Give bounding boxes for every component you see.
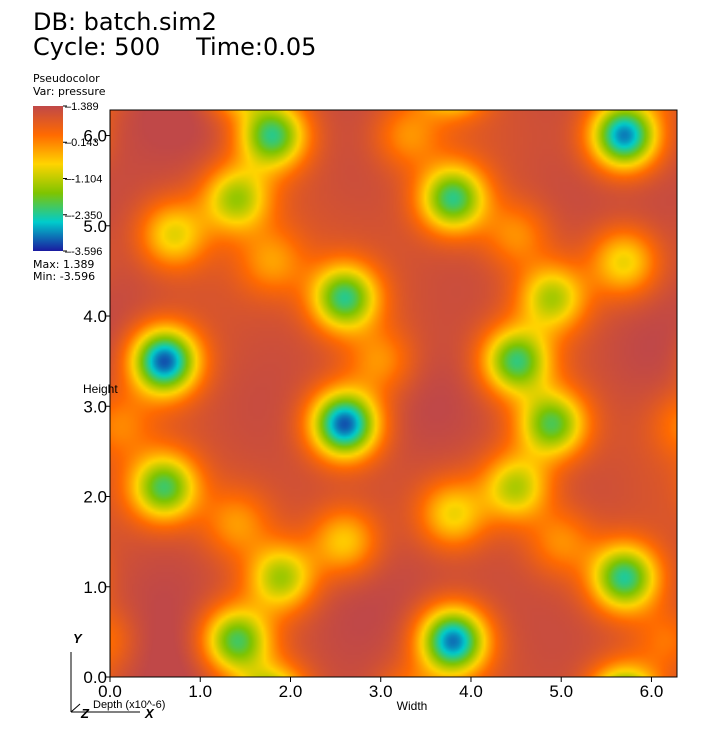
z-axis-label: Depth (x10^-6): [93, 699, 165, 711]
y-tick-label: 6.0: [83, 127, 107, 146]
legend-plot-type: Pseudocolor: [33, 72, 100, 85]
y-tick-label: 5.0: [83, 217, 107, 236]
legend-tick-label: –-1.104: [65, 174, 102, 186]
x-tick-label: 6.0: [640, 682, 664, 701]
y-tick-label: 0.0: [83, 668, 107, 687]
x-tick-label: 0.0: [98, 682, 122, 701]
time-label: Time:0.05: [196, 33, 317, 61]
y-tick-label: 1.0: [83, 578, 107, 597]
plot-frame: [109, 109, 678, 678]
triad-z-label: Z: [80, 706, 90, 721]
cycle-time-line: Cycle: 500 Time:0.05: [33, 34, 316, 60]
legend-ticks: –1.389 –0.143 –-1.104 –-2.350 –-3.596: [63, 101, 102, 258]
x-axis: 0.0 1.0 2.0 3.0 4.0 5.0 6.0: [98, 677, 663, 701]
legend-tick-label: –-3.596: [65, 246, 102, 258]
x-tick-label: 4.0: [459, 682, 483, 701]
legend-max: Max: 1.389: [33, 258, 95, 271]
y-tick-label: 3.0: [83, 397, 107, 416]
legend-tick-label: –-2.350: [65, 210, 102, 222]
legend-tick-label: –0.143: [65, 137, 99, 149]
legend-min: Min: -3.596: [33, 270, 96, 283]
y-tick-label: 2.0: [83, 488, 107, 507]
x-tick-label: 1.0: [188, 682, 212, 701]
pressure-heatmap: [110, 110, 677, 677]
cycle-label: Cycle: 500: [33, 33, 161, 61]
triad-x-label: X: [144, 706, 155, 721]
database-title: DB: batch.sim2: [33, 8, 217, 36]
x-tick-label: 3.0: [369, 682, 393, 701]
colorbar: [33, 106, 63, 251]
legend-variable: Var: pressure: [33, 85, 106, 98]
x-tick-label: 2.0: [279, 682, 303, 701]
y-tick-label: 4.0: [83, 307, 107, 326]
y-axis: 0.0 1.0 2.0 3.0 4.0 5.0 6.0: [83, 127, 110, 687]
x-tick-label: 5.0: [549, 682, 573, 701]
x-axis-label: Width: [397, 699, 428, 713]
legend-tick-label: –1.389: [65, 101, 99, 113]
triad-y-label: Y: [73, 631, 83, 646]
axis-triad: Y X Z: [70, 631, 155, 721]
y-axis-label: Height: [83, 382, 118, 396]
